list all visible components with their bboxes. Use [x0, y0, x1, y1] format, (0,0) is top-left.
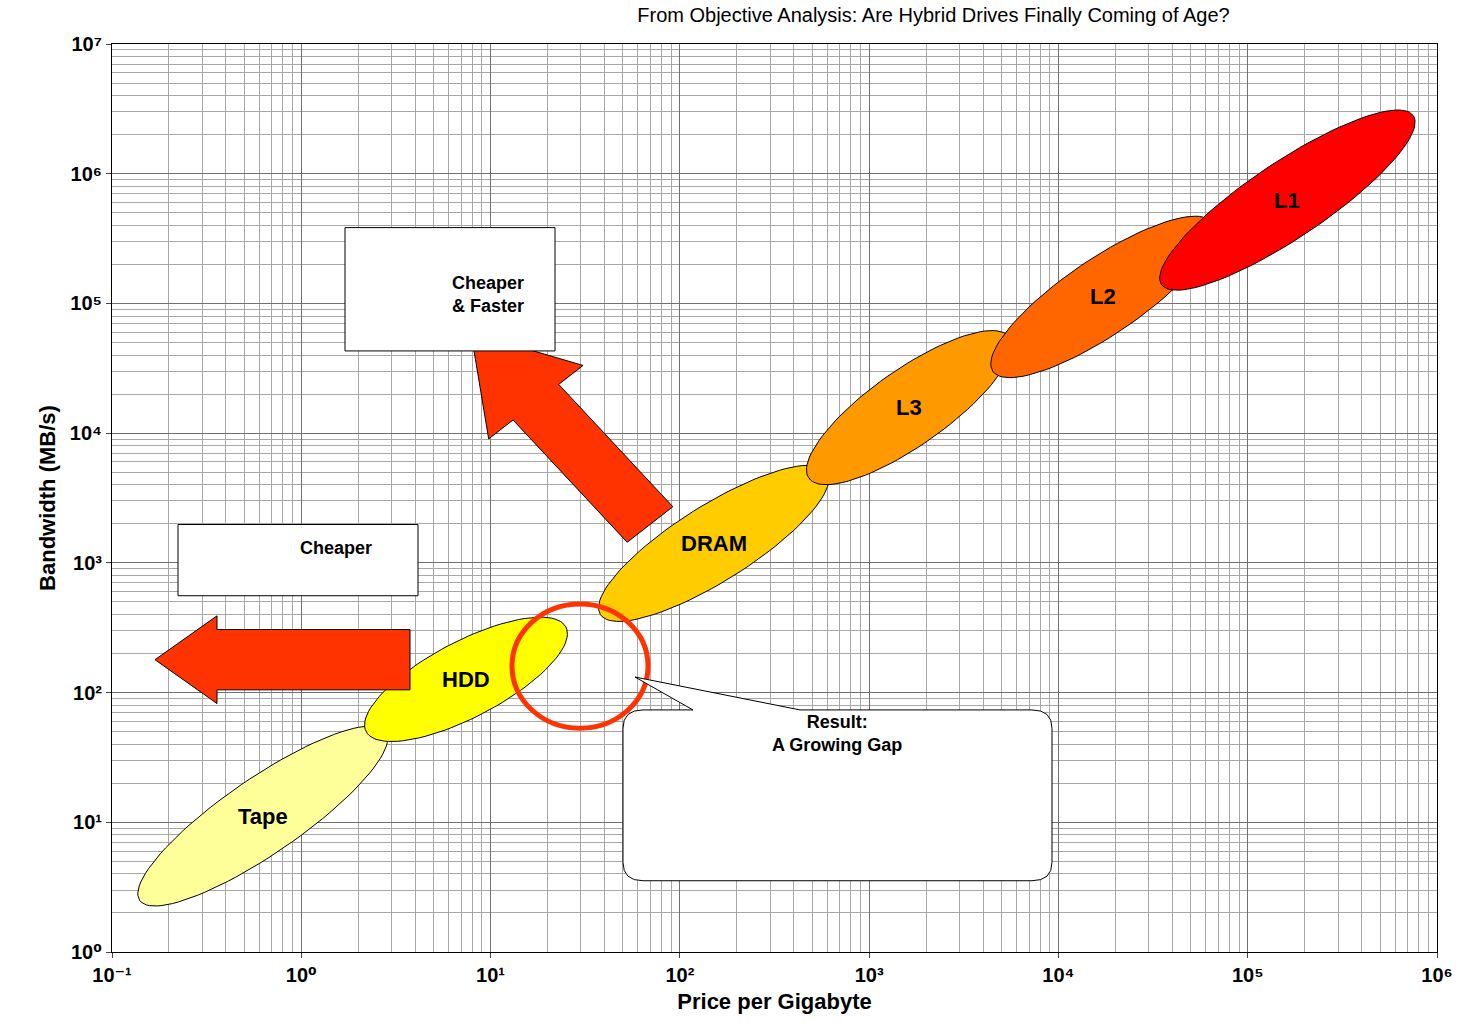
svg-text:Cheaper& Faster: Cheaper& Faster: [452, 273, 524, 316]
svg-text:DRAM: DRAM: [681, 531, 747, 556]
svg-text:10¹: 10¹: [73, 811, 102, 833]
svg-text:10⁰: 10⁰: [71, 941, 102, 963]
svg-text:HDD: HDD: [442, 667, 490, 692]
svg-text:From Objective Analysis: Are H: From Objective Analysis: Are Hybrid Driv…: [637, 4, 1229, 26]
svg-text:10⁵: 10⁵: [70, 292, 102, 314]
svg-text:10²: 10²: [665, 964, 694, 986]
svg-text:10⁻¹: 10⁻¹: [92, 964, 132, 986]
svg-text:10⁶: 10⁶: [1421, 964, 1452, 986]
svg-text:L3: L3: [896, 395, 922, 420]
svg-text:L1: L1: [1274, 188, 1300, 213]
svg-text:10⁵: 10⁵: [1232, 964, 1264, 986]
svg-text:Tape: Tape: [238, 804, 288, 829]
svg-text:Bandwidth (MB/s): Bandwidth (MB/s): [35, 405, 60, 591]
svg-text:10⁴: 10⁴: [1042, 964, 1074, 986]
svg-text:L2: L2: [1090, 284, 1116, 309]
svg-text:10⁶: 10⁶: [71, 163, 102, 185]
svg-text:Result:A Growing Gap: Result:A Growing Gap: [772, 712, 902, 755]
svg-text:Price per Gigabyte: Price per Gigabyte: [677, 989, 871, 1014]
svg-text:10¹: 10¹: [476, 964, 505, 986]
svg-text:10³: 10³: [73, 552, 102, 574]
svg-text:10⁰: 10⁰: [286, 964, 317, 986]
svg-text:10⁴: 10⁴: [70, 422, 102, 444]
svg-text:10⁷: 10⁷: [72, 33, 103, 55]
svg-text:Cheaper: Cheaper: [300, 538, 372, 558]
svg-text:10³: 10³: [855, 964, 884, 986]
svg-text:10²: 10²: [73, 682, 102, 704]
